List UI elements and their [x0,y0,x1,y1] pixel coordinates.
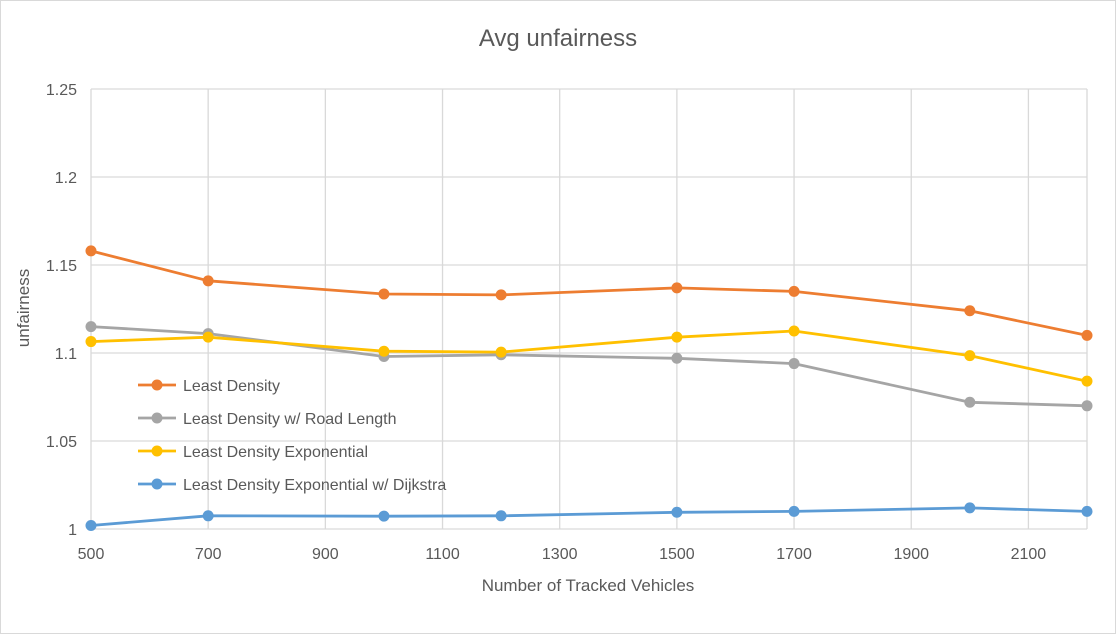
data-point [85,519,97,531]
y-tick-label: 1.2 [55,170,77,187]
x-axis-ticks: 500 700 900 1100 1300 1500 1700 1900 2100 [78,546,1047,563]
data-point [378,345,390,357]
series-line [89,325,1089,408]
chart-title: Avg unfairness [479,25,637,52]
legend-item: Least Density Exponential w/ Dijkstra [138,477,446,494]
data-point [1081,329,1093,341]
legend-marker [151,379,163,391]
series-group [85,245,1093,531]
x-tick-label: 1700 [776,546,812,563]
data-point [495,510,507,522]
data-point [495,289,507,301]
x-tick-label: 1300 [542,546,578,563]
data-point [202,510,214,522]
x-tick-label: 1500 [659,546,695,563]
y-tick-label: 1.05 [46,434,77,451]
legend-item: Least Density w/ Road Length [138,411,396,428]
x-tick-label: 700 [195,546,222,563]
y-tick-label: 1.1 [55,346,77,363]
data-point [85,321,97,333]
x-tick-label: 1100 [425,546,460,563]
data-point [495,346,507,358]
data-point [202,275,214,287]
data-point [964,396,976,408]
series-1 [85,245,1093,341]
data-point [378,510,390,522]
series-line [89,329,1089,383]
y-tick-label: 1.15 [46,258,77,275]
data-point [202,331,214,343]
x-tick-label: 2100 [1011,546,1047,563]
y-tick-label: 1 [68,522,77,539]
data-point [964,502,976,514]
legend-item: Least Density Exponential [138,444,368,461]
legend: Least Density Least Density w/ Road Lengt… [138,378,446,494]
data-point [671,282,683,294]
data-point [1081,400,1093,412]
legend-marker [151,478,163,490]
data-point [964,305,976,317]
legend-marker [151,445,163,457]
data-point [964,350,976,362]
data-point [85,245,97,257]
series-2 [85,321,1093,412]
legend-label: Least Density Exponential w/ Dijkstra [183,477,446,494]
data-point [1081,375,1093,387]
data-point [788,505,800,517]
data-point [671,352,683,364]
legend-marker [151,412,163,424]
y-axis-ticks: 1 1.05 1.1 1.15 1.2 1.25 [46,82,77,539]
series-line [89,249,1089,337]
data-point [671,331,683,343]
legend-label: Least Density w/ Road Length [183,411,396,428]
data-point [378,288,390,300]
y-axis-title: unfairness [14,269,33,347]
series-4 [85,502,1093,531]
data-point [788,285,800,297]
series-3 [85,325,1093,387]
data-point [788,325,800,337]
y-tick-label: 1.25 [46,82,77,99]
data-point [671,506,683,518]
x-axis-title: Number of Tracked Vehicles [482,576,695,595]
data-point [788,358,800,370]
x-tick-label: 900 [312,546,339,563]
legend-label: Least Density Exponential [183,444,368,461]
legend-label: Least Density [183,378,280,395]
x-tick-label: 1900 [893,546,929,563]
series-line [89,506,1089,527]
data-point [85,336,97,348]
legend-item: Least Density [138,378,280,395]
gridlines [90,88,1088,530]
data-point [1081,505,1093,517]
x-tick-label: 500 [78,546,105,563]
